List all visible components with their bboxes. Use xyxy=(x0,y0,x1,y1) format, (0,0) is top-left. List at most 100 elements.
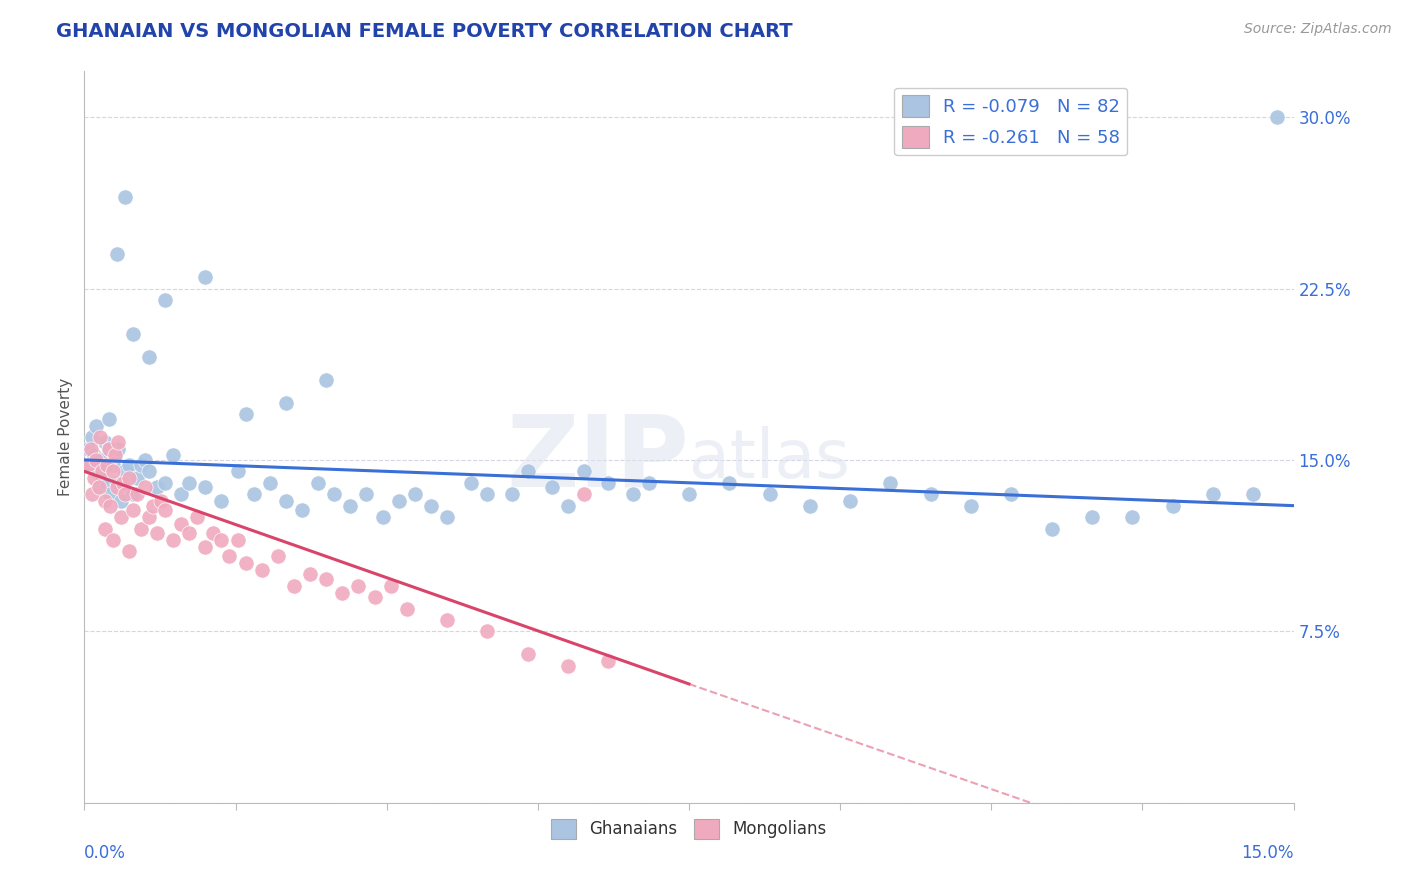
Point xyxy=(235,407,257,421)
Point xyxy=(960,499,983,513)
Point xyxy=(572,487,595,501)
Point xyxy=(1000,487,1022,501)
Point xyxy=(363,590,385,604)
Point xyxy=(77,458,100,472)
Point xyxy=(920,487,942,501)
Point xyxy=(87,480,110,494)
Point xyxy=(323,487,346,501)
Point xyxy=(153,293,176,307)
Point xyxy=(371,510,394,524)
Point xyxy=(101,464,124,478)
Point xyxy=(87,480,110,494)
Point xyxy=(114,190,136,204)
Point xyxy=(799,499,821,513)
Point xyxy=(380,579,402,593)
Point xyxy=(98,487,121,501)
Point xyxy=(339,499,361,513)
Point xyxy=(477,487,499,501)
Point xyxy=(114,487,136,501)
Text: ZIP: ZIP xyxy=(506,410,689,508)
Point xyxy=(93,434,115,449)
Point xyxy=(101,458,124,472)
Point xyxy=(134,480,156,494)
Point xyxy=(121,503,143,517)
Point xyxy=(107,434,129,449)
Point xyxy=(112,475,135,490)
Point xyxy=(121,487,143,501)
Point xyxy=(315,373,337,387)
Point xyxy=(356,487,378,501)
Point xyxy=(299,567,322,582)
Point xyxy=(758,487,780,501)
Point xyxy=(283,579,305,593)
Point xyxy=(80,442,103,456)
Point xyxy=(149,494,172,508)
Point xyxy=(97,442,120,456)
Point xyxy=(242,487,264,501)
Point xyxy=(557,499,579,513)
Point xyxy=(83,471,105,485)
Point xyxy=(194,480,217,494)
Point xyxy=(194,270,217,285)
Point xyxy=(96,458,118,472)
Point xyxy=(274,396,297,410)
Point xyxy=(404,487,426,501)
Point xyxy=(477,624,499,639)
Text: GHANAIAN VS MONGOLIAN FEMALE POVERTY CORRELATION CHART: GHANAIAN VS MONGOLIAN FEMALE POVERTY COR… xyxy=(56,22,793,41)
Point xyxy=(460,475,482,490)
Point xyxy=(598,475,620,490)
Point xyxy=(291,503,314,517)
Point xyxy=(107,442,129,456)
Point xyxy=(307,475,329,490)
Point xyxy=(388,494,411,508)
Point xyxy=(98,499,121,513)
Point xyxy=(97,442,120,456)
Point xyxy=(110,494,132,508)
Point xyxy=(138,350,160,364)
Point xyxy=(121,327,143,342)
Point xyxy=(516,647,538,661)
Point xyxy=(129,458,152,472)
Point xyxy=(153,475,176,490)
Point xyxy=(105,475,128,490)
Point xyxy=(274,494,297,508)
Point xyxy=(637,475,659,490)
Point xyxy=(226,464,249,478)
Point xyxy=(572,464,595,478)
Point xyxy=(420,499,443,513)
Point xyxy=(1267,110,1289,124)
Point xyxy=(1241,487,1264,501)
Point xyxy=(104,448,127,462)
Point xyxy=(179,475,201,490)
Point xyxy=(436,613,458,627)
Point xyxy=(879,475,901,490)
Point xyxy=(125,487,148,501)
Point xyxy=(125,471,148,485)
Point xyxy=(118,471,141,485)
Point xyxy=(678,487,700,501)
Point xyxy=(1121,510,1143,524)
Point xyxy=(86,464,108,478)
Point xyxy=(101,533,124,547)
Text: 0.0%: 0.0% xyxy=(84,845,127,863)
Point xyxy=(114,464,136,478)
Point xyxy=(1040,521,1063,535)
Point xyxy=(235,556,257,570)
Point xyxy=(202,526,225,541)
Point xyxy=(142,499,165,513)
Point xyxy=(146,526,169,541)
Point xyxy=(395,601,418,615)
Point xyxy=(170,516,193,531)
Point xyxy=(86,453,108,467)
Text: atlas: atlas xyxy=(689,426,849,492)
Y-axis label: Female Poverty: Female Poverty xyxy=(58,378,73,496)
Point xyxy=(501,487,523,501)
Text: 15.0%: 15.0% xyxy=(1241,845,1294,863)
Point xyxy=(209,494,232,508)
Point xyxy=(162,533,184,547)
Point xyxy=(83,448,105,462)
Text: Source: ZipAtlas.com: Source: ZipAtlas.com xyxy=(1244,22,1392,37)
Point xyxy=(89,430,111,444)
Point xyxy=(77,442,100,456)
Point xyxy=(186,510,208,524)
